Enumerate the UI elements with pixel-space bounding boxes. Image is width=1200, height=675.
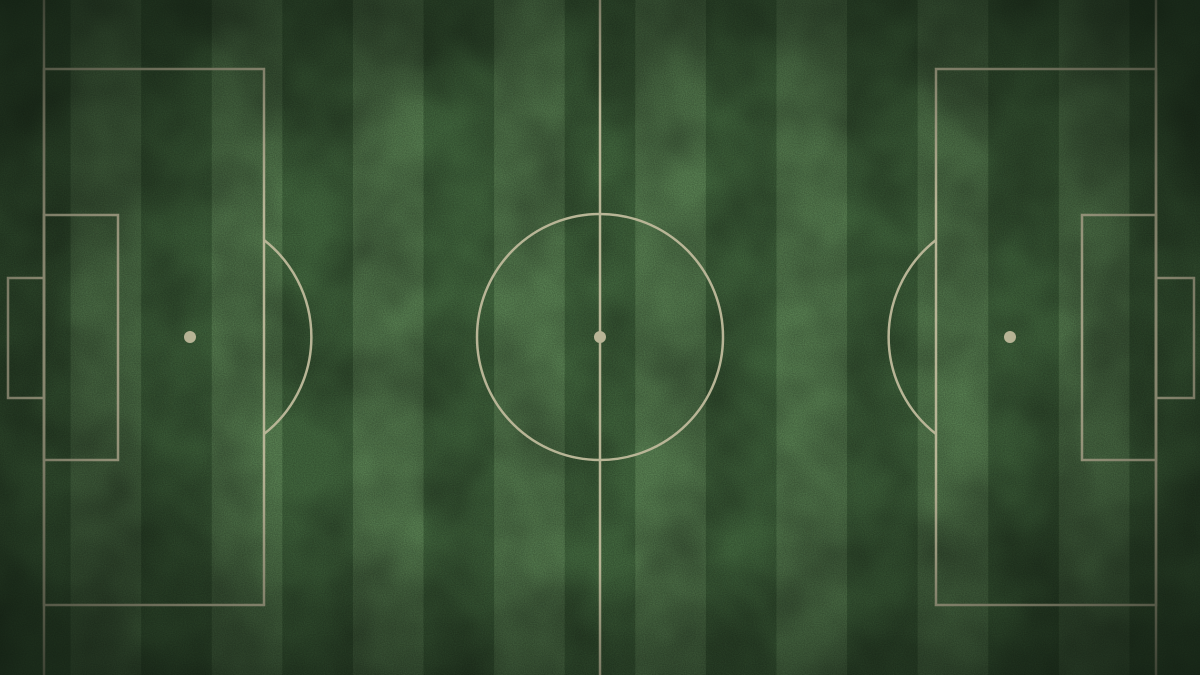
vignette-overlay <box>0 0 1200 675</box>
pitch-canvas <box>0 0 1200 675</box>
football-pitch <box>0 0 1200 675</box>
